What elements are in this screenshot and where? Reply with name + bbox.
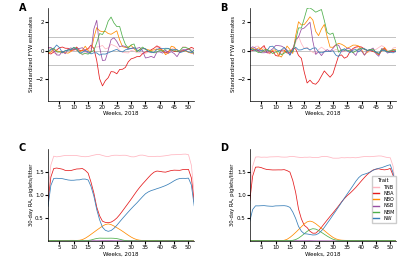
Y-axis label: 30-day RA, piglets/litter: 30-day RA, piglets/litter <box>29 164 34 226</box>
Text: A: A <box>19 3 26 12</box>
Y-axis label: Standardized FYW estimates: Standardized FYW estimates <box>231 16 236 92</box>
Text: B: B <box>220 3 228 12</box>
Text: C: C <box>19 143 26 153</box>
X-axis label: Weeks, 2018: Weeks, 2018 <box>305 111 341 116</box>
X-axis label: Weeks, 2018: Weeks, 2018 <box>103 111 139 116</box>
X-axis label: Weeks, 2018: Weeks, 2018 <box>305 252 341 257</box>
Legend: TNB, NBA, NBO, NSB, NBM, NW: TNB, NBA, NBO, NSB, NBM, NW <box>372 176 396 223</box>
X-axis label: Weeks, 2018: Weeks, 2018 <box>103 252 139 257</box>
Y-axis label: Standardized FYW estimates: Standardized FYW estimates <box>29 16 34 92</box>
Y-axis label: 30-day RA, piglets/litter: 30-day RA, piglets/litter <box>230 164 236 226</box>
Text: D: D <box>220 143 228 153</box>
